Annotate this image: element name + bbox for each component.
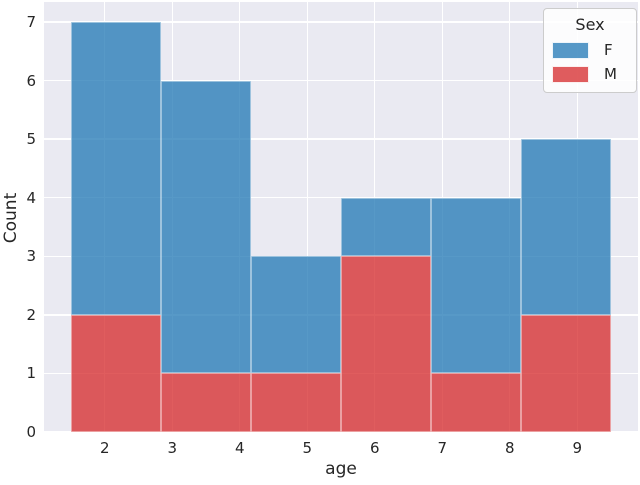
plot-area bbox=[44, 2, 638, 433]
gridline-horizontal bbox=[44, 21, 638, 23]
bar-segment-f bbox=[341, 197, 431, 257]
bar-segment-m bbox=[341, 256, 431, 432]
x-tick-label: 9 bbox=[572, 439, 583, 457]
y-tick-label: 5 bbox=[26, 130, 36, 149]
legend-label: M bbox=[604, 65, 617, 83]
bar-segment-f bbox=[71, 21, 161, 315]
gridline-vertical bbox=[306, 2, 308, 432]
x-axis-label: age bbox=[325, 459, 357, 479]
y-tick-label: 1 bbox=[26, 364, 36, 383]
gridline-horizontal bbox=[44, 255, 638, 257]
bar-segment-m bbox=[160, 373, 251, 432]
x-tick-label: 3 bbox=[167, 439, 178, 457]
y-tick-label: 4 bbox=[26, 188, 36, 207]
bar-segment-m bbox=[251, 373, 341, 432]
x-tick-label: 2 bbox=[99, 439, 110, 457]
bar-segment-f bbox=[251, 256, 341, 374]
gridline-horizontal bbox=[44, 431, 638, 433]
x-tick-label: 5 bbox=[302, 439, 313, 457]
y-tick-label: 2 bbox=[26, 305, 36, 324]
bar-segment-m bbox=[71, 314, 161, 432]
bar-segment-m bbox=[430, 373, 521, 432]
legend-title: Sex bbox=[575, 15, 605, 34]
y-tick-label: 0 bbox=[26, 423, 36, 441]
bar-segment-m bbox=[521, 314, 611, 432]
y-tick-label: 7 bbox=[26, 12, 36, 31]
legend-label: F bbox=[604, 41, 613, 59]
x-tick-label: 7 bbox=[437, 439, 448, 457]
x-tick-label: 4 bbox=[234, 439, 245, 457]
gridline-horizontal bbox=[44, 79, 638, 82]
y-tick-label: 6 bbox=[26, 71, 36, 90]
legend-swatch-f bbox=[552, 41, 589, 59]
x-tick-label: 8 bbox=[504, 439, 515, 457]
bar-segment-f bbox=[160, 80, 251, 374]
bar-segment-f bbox=[430, 197, 521, 374]
bar-segment-f bbox=[521, 139, 611, 315]
gridline-horizontal bbox=[44, 196, 638, 199]
y-axis-label: Count bbox=[1, 192, 21, 244]
legend-swatch-m bbox=[552, 65, 589, 83]
y-tick-label: 3 bbox=[26, 247, 36, 266]
legend-entry-f: F bbox=[544, 41, 636, 59]
legend-entry-m: M bbox=[544, 65, 636, 83]
gridline-horizontal bbox=[44, 138, 638, 140]
x-tick-label: 6 bbox=[369, 439, 380, 457]
